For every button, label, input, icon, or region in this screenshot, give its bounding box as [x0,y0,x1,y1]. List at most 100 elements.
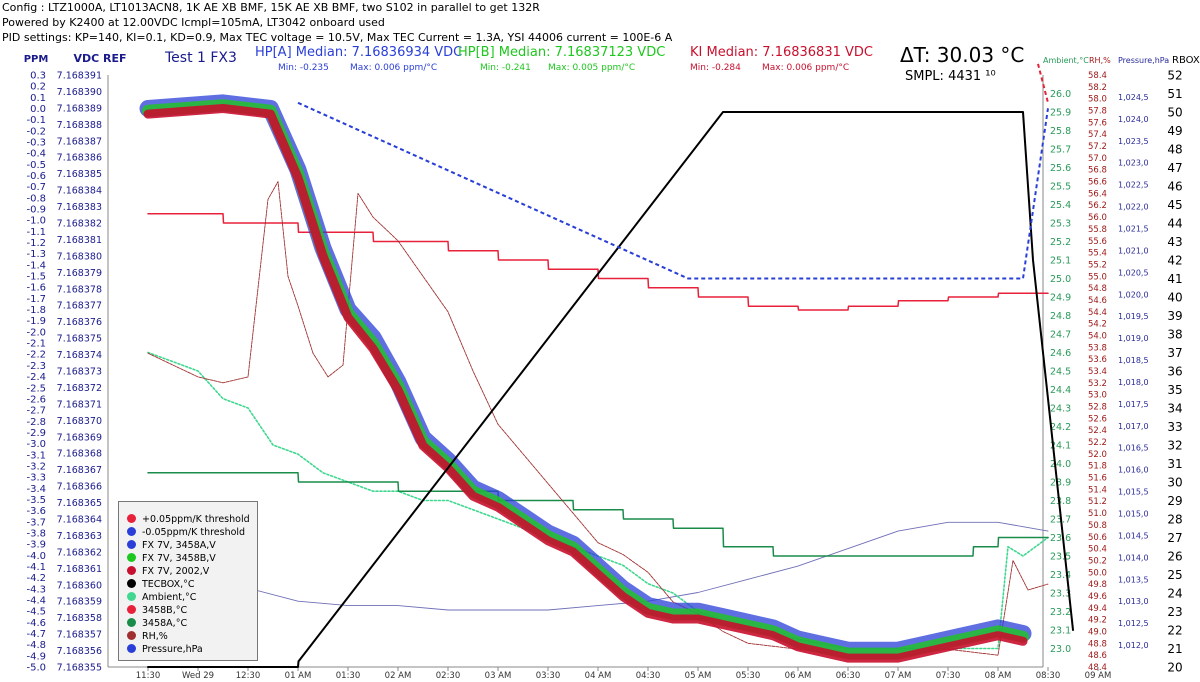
ppm-tick-label: -1.6 [26,283,46,294]
ppm-tick-label: -1.9 [26,316,46,327]
ppm-tick-label: -4.4 [26,595,46,606]
ki-median: KI Median: 7.16836831 VDC [690,45,873,60]
vdc-tick-label: 7.168358 [57,613,102,624]
ambient-tick-label: 25.3 [1050,219,1071,230]
test-label: Test 1 FX3 [164,50,237,66]
ppm-tick-label: -3.5 [26,495,46,506]
series-fx-7v-2002-v [143,104,1028,663]
pressure-tick-label: 1,016,5 [1118,444,1149,453]
ppm-tick-label: -0.3 [26,138,46,149]
rh-tick-label: 57.4 [1088,130,1107,140]
x-tick-label: 05 AM [685,671,712,681]
ppm-tick-label: -2.3 [26,361,46,372]
rh-tick-label: 57.6 [1088,118,1107,128]
ppm-tick-label: -4.6 [26,618,46,629]
ppm-tick-label: -2.2 [26,350,46,361]
rbox-tick-label: 23 [1167,605,1182,619]
ppm-tick-label: -0.5 [26,160,46,171]
rbox-tick-label: 30 [1167,476,1182,490]
legend-marker [127,644,136,653]
ppm-tick-label: -3.6 [26,506,46,517]
rbox-tick-label: 40 [1167,291,1182,305]
vdc-tick-label: 7.168356 [57,646,102,657]
vdc-tick-label: 7.168384 [57,186,102,197]
rh-tick-label: 51.4 [1088,485,1107,495]
hpb-median: HP[B] Median: 7.16837123 VDC [458,45,665,60]
pressure-tick-label: 1,024,0 [1118,115,1149,124]
rbox-tick-label: 46 [1167,180,1182,194]
vdc-tick-label: 7.168378 [57,284,102,295]
rbox-tick-label: 51 [1167,87,1182,101]
rh-tick-label: 49.2 [1088,616,1107,626]
legend-marker [127,514,136,523]
rbox-tick-label: 49 [1167,124,1182,138]
ppm-tick-label: -0.9 [26,205,46,216]
rbox-tick-label: 32 [1167,439,1182,453]
rh-tick-label: 57.8 [1088,107,1107,117]
x-tick-label: 06:30 [836,671,861,681]
x-tick-label: 09 AM [1085,671,1112,681]
vdc-tick-label: 7.168359 [57,597,102,608]
rh-tick-label: 51.6 [1088,474,1107,484]
ppm-tick-label: -3.2 [26,461,46,472]
legend-label: TECBOX,°C [142,579,195,590]
ambient-tick-label: 24.8 [1050,311,1071,322]
ki-min: Min: -0.284 [690,63,741,73]
rh-tick-label: 53.4 [1088,367,1107,377]
series-ambient-c [147,351,1049,650]
pressure-tick-label: 1,020,5 [1118,268,1149,277]
ambient-tick-label: 26.0 [1050,89,1071,100]
pressure-tick-label: 1,018,0 [1118,378,1149,387]
rbox-tick-label: 33 [1167,420,1182,434]
hpa-min: Min: -0.235 [278,63,329,73]
ppm-tick-label: -4.7 [26,629,46,640]
ppm-tick-label: -2.9 [26,428,46,439]
pressure-tick-label: 1,024,5 [1118,93,1149,102]
ppm-tick-label: -3.7 [26,517,46,528]
pressure-tick-label: 1,015,0 [1118,510,1149,519]
sample-count: SMPL: 4431 ¹⁰ [905,69,996,84]
ambient-tick-label: 24.3 [1050,404,1071,415]
axis-title-rh: RH,% [1089,56,1111,65]
hpb-max: Max: 0.005 ppm/°C [548,63,635,73]
axis-title-ppm: PPM [24,54,49,65]
ppm-tick-label: -0.4 [26,149,46,160]
legend-item-plus-threshold: +0.05ppm/K threshold [127,514,250,526]
legend-marker [127,540,136,549]
ppm-tick-label: -4.1 [26,562,46,573]
config-header: Config : LTZ1000A, LT1013ACN8, 1K AE XB … [2,0,1198,48]
ppm-tick-label: 0.0 [30,104,46,115]
pressure-tick-label: 1,019,5 [1118,312,1149,321]
ppm-tick-label: -2.5 [26,383,46,394]
vdc-tick-label: 7.168375 [57,334,102,345]
rbox-tick-label: 24 [1167,587,1182,601]
rh-tick-label: 50.6 [1088,533,1107,543]
legend-item-3458b-temp: 3458B,°C [127,605,187,617]
ppm-tick-label: -1.8 [26,305,46,316]
pressure-tick-label: 1,018,5 [1118,356,1149,365]
legend-marker [127,553,136,562]
pressure-tick-label: 1,017,0 [1118,422,1149,431]
rh-tick-label: 55.6 [1088,237,1107,247]
vdc-tick-label: 7.168382 [57,219,102,230]
x-tick-label: 07:30 [936,671,961,681]
rbox-tick-label: 47 [1167,161,1182,175]
ppm-tick-label: -2.7 [26,406,46,417]
rbox-tick-label: 38 [1167,328,1182,342]
vdc-tick-label: 7.168390 [57,87,102,98]
legend-marker [127,618,136,627]
pressure-tick-label: 1,022,0 [1118,203,1149,212]
ambient-tick-label: 25.8 [1050,126,1071,137]
rh-tick-label: 49.8 [1088,580,1107,590]
vdc-tick-label: 7.168357 [57,630,102,641]
rh-tick-label: 54.0 [1088,331,1107,341]
pressure-tick-label: 1,016,0 [1118,466,1149,475]
pressure-tick-label: 1,014,5 [1118,531,1149,540]
series-fx-7v-3458b-v [142,99,1029,660]
axes-group: 0.30.20.10.0-0.1-0.2-0.3-0.4-0.5-0.6-0.7… [26,69,1182,682]
ppm-tick-label: -3.0 [26,439,46,450]
rbox-tick-label: 34 [1167,402,1182,416]
rbox-tick-label: 39 [1167,309,1182,323]
ambient-tick-label: 25.4 [1050,200,1071,211]
ambient-tick-label: 23.8 [1050,496,1071,507]
